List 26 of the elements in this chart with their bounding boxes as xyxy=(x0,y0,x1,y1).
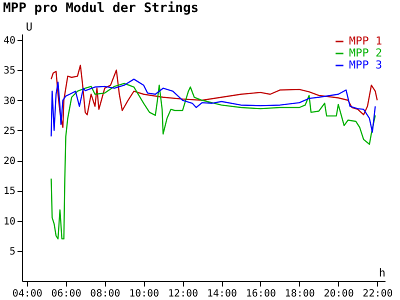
y-tick-label: 15 xyxy=(3,186,16,198)
y-tick-label: 40 xyxy=(3,36,16,47)
x-axis-title: h xyxy=(378,266,386,280)
x-tick-label: 18:00 xyxy=(284,288,315,300)
x-tick-label: 10:00 xyxy=(129,288,160,300)
y-tick-label: 20 xyxy=(3,156,16,168)
x-tick-label: 14:00 xyxy=(206,288,238,300)
x-tick-label: 08:00 xyxy=(90,288,120,300)
chart-title: MPP pro Modul der Strings xyxy=(2,1,199,16)
legend-label: MPP 1 xyxy=(349,34,382,48)
line-series xyxy=(50,78,376,138)
y-tick-label: 10 xyxy=(3,216,16,228)
line-series xyxy=(50,82,376,240)
x-tick-label: 06:00 xyxy=(51,288,82,300)
legend-label: MPP 2 xyxy=(349,46,382,60)
x-tick-label: 22:00 xyxy=(362,288,393,300)
x-tick-label: 04:00 xyxy=(12,288,42,300)
x-tick-label: 20:00 xyxy=(324,288,354,300)
x-tick-label: 16:00 xyxy=(246,288,276,300)
legend-label: MPP 3 xyxy=(349,58,382,72)
y-tick-label: 30 xyxy=(3,96,16,107)
y-tick-label: 35 xyxy=(3,66,16,77)
y-axis-title: U xyxy=(26,20,32,34)
y-tick-label: 25 xyxy=(3,126,16,137)
y-tick-label: 5 xyxy=(9,246,16,258)
x-tick-label: 12:00 xyxy=(168,288,198,300)
